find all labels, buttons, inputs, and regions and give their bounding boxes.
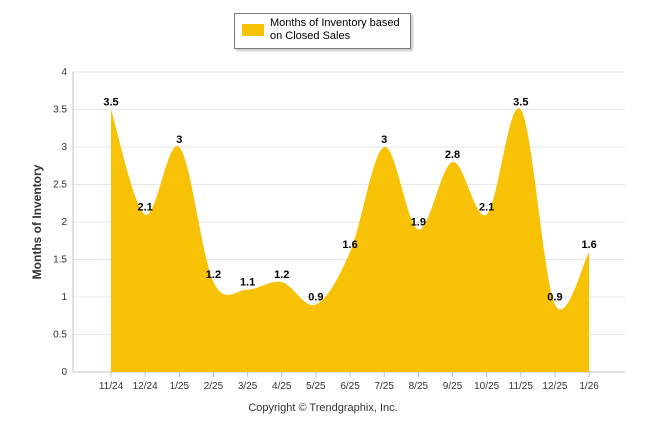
y-tick-label: 2.5 [53, 180, 67, 191]
data-label: 1.9 [411, 217, 426, 229]
x-tick-label: 12/24 [133, 381, 158, 392]
x-tick-label: 7/25 [374, 381, 394, 392]
x-tick-label: 11/25 [509, 381, 534, 392]
data-label: 0.9 [308, 292, 323, 304]
y-tick-label: 2 [61, 217, 67, 228]
x-tick-label: 4/25 [272, 381, 292, 392]
data-label: 1.2 [206, 269, 221, 281]
data-label: 2.1 [138, 202, 153, 214]
x-tick-label: 9/25 [443, 381, 463, 392]
data-label: 1.6 [342, 239, 357, 251]
data-label: 3 [176, 134, 182, 146]
y-tick-label: 3 [61, 142, 67, 153]
y-tick-label: 4 [61, 67, 67, 78]
x-tick-label: 3/25 [238, 381, 258, 392]
y-tick-label: 1 [61, 292, 67, 303]
series-area [111, 108, 590, 373]
y-axis-ticks: 0 0.5 1 1.5 2 2.5 3 3.5 4 [53, 67, 67, 378]
data-label: 2.8 [445, 149, 460, 161]
x-tick-label: 11/24 [99, 381, 124, 392]
data-label: 2.1 [479, 202, 494, 214]
x-tick-label: 12/25 [542, 381, 567, 392]
x-tick-label: 2/25 [204, 381, 224, 392]
legend-swatch [242, 24, 264, 36]
copyright-footer: Copyright © Trendgraphix, Inc. [248, 402, 398, 414]
data-labels: 3.5 2.1 3 1.2 1.1 1.2 0.9 1.6 3 1.9 2.8 2.1 3.5 0.9 1.… [103, 97, 596, 304]
y-tick-label: 3.5 [53, 105, 67, 116]
y-tick-label: 1.5 [53, 255, 67, 266]
y-tick-label: 0.5 [53, 330, 67, 341]
y-axis-title: Months of Inventory [30, 164, 44, 280]
data-label: 1.1 [240, 277, 255, 289]
x-axis-ticks: 11/24 12/24 1/25 2/25 3/25 4/25 5/25 6/25 7/25 8/… [99, 372, 599, 392]
legend-label: Months of Inventory based on Closed Sale… [270, 17, 400, 42]
data-label: 3 [381, 134, 387, 146]
x-tick-label: 1/25 [170, 381, 190, 392]
data-label: 1.6 [581, 239, 596, 251]
y-tick-label: 0 [61, 367, 67, 378]
data-label: 3.5 [103, 97, 118, 109]
x-tick-label: 6/25 [340, 381, 360, 392]
x-tick-label: 1/26 [579, 381, 599, 392]
chart-legend: Months of Inventory based on Closed Sale… [234, 13, 411, 49]
data-label: 1.2 [274, 269, 289, 281]
x-tick-label: 10/25 [474, 381, 499, 392]
data-label: 3.5 [513, 97, 528, 109]
data-label: 0.9 [547, 292, 562, 304]
x-tick-label: 5/25 [306, 381, 326, 392]
x-tick-label: 8/25 [409, 381, 429, 392]
